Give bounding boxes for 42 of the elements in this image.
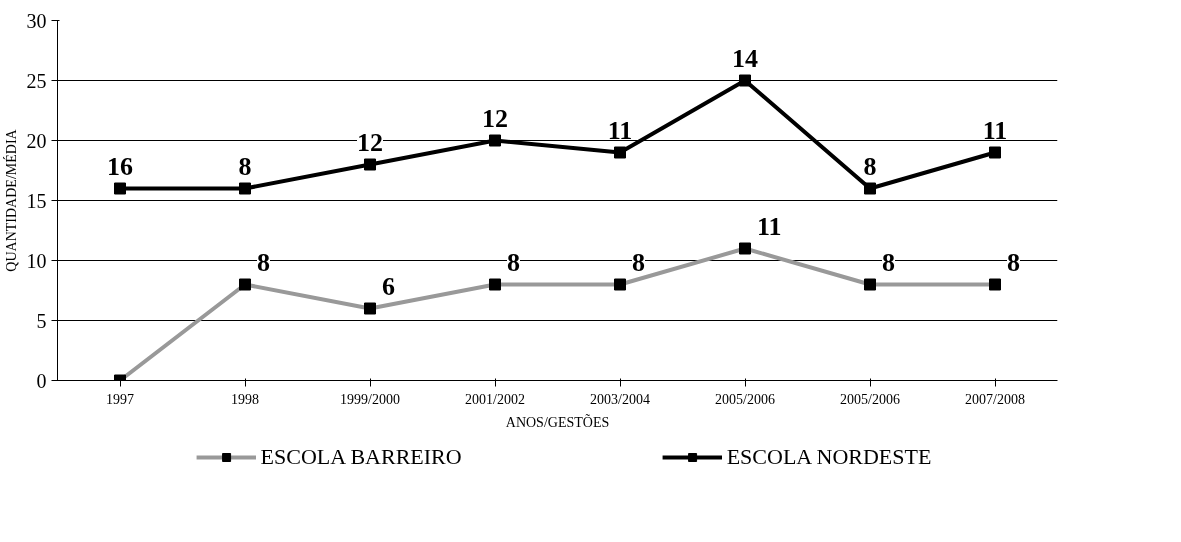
legend-label: ESCOLA BARREIRO [260, 444, 462, 470]
y-tick-label: 10 [26, 249, 47, 272]
data-label: 8 [257, 247, 270, 277]
x-tick-label: 2001/2002 [465, 391, 525, 407]
point [489, 134, 501, 147]
y-tick-label: 30 [26, 9, 47, 32]
x-tick-label: 2003/2004 [590, 391, 650, 407]
data-label: 6 [382, 271, 395, 301]
y-axis-title: QUANTIDADE/MÉDIA [2, 128, 19, 272]
annotation: 11 [982, 115, 1008, 145]
annotation: 12 [482, 103, 508, 133]
y-tick-label: 5 [36, 309, 47, 332]
annotation: 8 [238, 151, 252, 181]
x-tick-label: 2005/2006 [840, 391, 900, 407]
annotation: 14 [732, 43, 758, 73]
point [989, 146, 1001, 159]
point [364, 158, 376, 171]
y-tick-label: 20 [26, 129, 47, 152]
data-label: 8 [507, 247, 520, 277]
annotation: 16 [107, 151, 133, 181]
x-tick-label: 2007/2008 [965, 391, 1025, 407]
data-label: 8 [1007, 247, 1020, 277]
annotation: 8 [863, 151, 877, 181]
x-tick-label: 2005/2006 [715, 391, 775, 407]
point [739, 74, 751, 87]
x-tick-label: 1998 [231, 391, 259, 407]
x-axis-title: ANOS/GESTÕES [505, 413, 610, 430]
annotation: 12 [357, 127, 383, 157]
y-tick-label: 25 [26, 69, 47, 92]
y-tick-label: 15 [26, 189, 47, 212]
x-tick-label: 1997 [106, 391, 134, 407]
data-label: 11 [757, 211, 782, 241]
data-label: 8 [632, 247, 645, 277]
point [114, 182, 126, 195]
data-label: 8 [882, 247, 895, 277]
point [239, 182, 251, 195]
annotation: 11 [607, 115, 633, 145]
y-tick-label: 0 [36, 369, 47, 392]
legend-label: ESCOLA NORDESTE [726, 444, 932, 470]
point [614, 146, 626, 159]
x-tick-label: 1999/2000 [340, 391, 400, 407]
point [864, 182, 876, 195]
